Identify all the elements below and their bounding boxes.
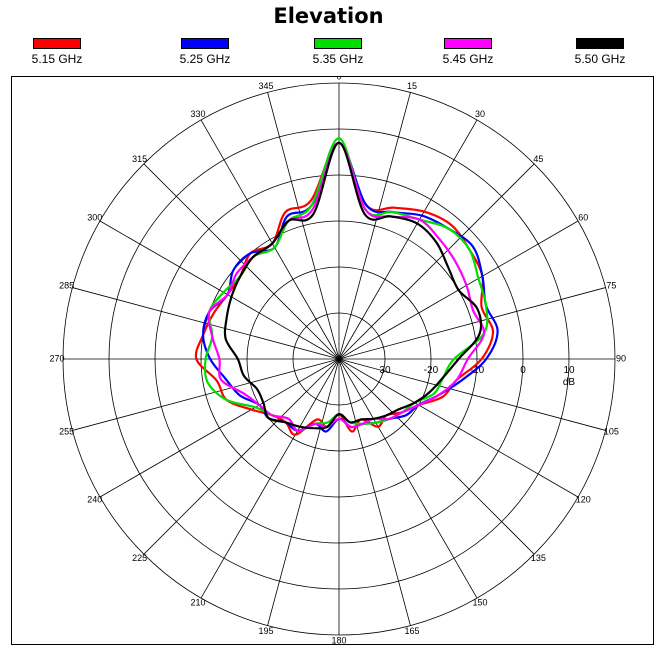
- grid-spoke: [338, 92, 411, 360]
- series-line-3: [207, 141, 486, 432]
- angle-tick-label: 210: [190, 598, 205, 608]
- grid-spoke: [338, 287, 606, 360]
- legend-swatch-525: [181, 38, 229, 49]
- angle-tick-label: 315: [132, 154, 147, 164]
- angle-tick-label: 120: [576, 494, 591, 504]
- angle-tick-label: 255: [59, 426, 74, 436]
- legend-label-515: 5.15 GHz: [31, 52, 83, 66]
- angle-tick-label: 195: [258, 626, 273, 636]
- grid-spoke: [267, 358, 340, 626]
- grid-spoke: [267, 92, 340, 360]
- grid-spoke: [72, 287, 340, 360]
- radial-unit-label: dB: [563, 377, 576, 388]
- angle-tick-label: 135: [531, 553, 546, 563]
- grid-spoke: [99, 220, 340, 360]
- grid-spoke: [338, 358, 411, 626]
- angle-tick-label: 30: [475, 109, 485, 119]
- legend-label-525: 5.25 GHz: [179, 52, 231, 66]
- angle-tick-label: 45: [533, 154, 543, 164]
- grid-spoke: [338, 163, 535, 360]
- radial-tick-label: -10: [470, 365, 485, 376]
- legend-swatch-535: [314, 38, 362, 49]
- angle-tick-label: 285: [59, 280, 74, 290]
- legend-item-535: 5.35 GHz: [293, 38, 383, 72]
- legend-label-535: 5.35 GHz: [312, 52, 364, 66]
- polar-plot: 0 15 30 45 60 75 90 105 120 135 150 165 180 195 210 225…: [49, 77, 626, 644]
- grid-spoke: [143, 358, 340, 555]
- angle-tick-label: 345: [258, 81, 273, 91]
- angle-tick-label: 300: [87, 212, 102, 222]
- legend-item-550: 5.50 GHz: [555, 38, 645, 72]
- legend: 5.15 GHz 5.25 GHz 5.35 GHz 5.45 GHz 5.50…: [0, 38, 657, 74]
- angle-tick-label: 60: [578, 212, 588, 222]
- legend-item-545: 5.45 GHz: [423, 38, 513, 72]
- angle-tick-label: 180: [331, 635, 346, 644]
- radial-tick-label: 10: [563, 365, 575, 376]
- grid-spoke: [143, 163, 340, 360]
- grid-spoke: [200, 119, 340, 360]
- chart-title: Elevation: [273, 4, 384, 28]
- angle-tick-label: 0: [336, 77, 341, 81]
- grid-spoke: [338, 358, 535, 555]
- legend-item-515: 5.15 GHz: [12, 38, 102, 72]
- grid-spoke: [338, 119, 478, 360]
- legend-item-525: 5.25 GHz: [160, 38, 250, 72]
- angle-tick-label: 15: [407, 81, 417, 91]
- series-line-4: [223, 141, 483, 430]
- radial-tick-label: 0: [520, 365, 526, 376]
- angle-tick-label: 330: [190, 109, 205, 119]
- legend-label-545: 5.45 GHz: [442, 52, 494, 66]
- angle-tick-label: 150: [472, 598, 487, 608]
- grid-spoke: [99, 358, 340, 498]
- series-line-1: [201, 141, 499, 433]
- angle-tick-label: 270: [49, 353, 64, 363]
- legend-swatch-515: [33, 38, 81, 49]
- grid-spoke: [338, 358, 606, 431]
- angle-tick-label: 90: [616, 353, 626, 363]
- grid-spoke: [338, 358, 478, 599]
- angle-tick-label: 105: [604, 426, 619, 436]
- angle-tick-label: 75: [606, 280, 616, 290]
- plot-frame: 0 15 30 45 60 75 90 105 120 135 150 165 180 195 210 225…: [11, 76, 654, 645]
- radial-tick-label: -20: [424, 365, 439, 376]
- angle-tick-label: 225: [132, 553, 147, 563]
- legend-swatch-545: [444, 38, 492, 49]
- grid-spoke: [72, 358, 340, 431]
- angle-tick-label: 165: [404, 626, 419, 636]
- grid-spoke: [200, 358, 340, 599]
- angle-tick-label: 240: [87, 494, 102, 504]
- grid-spoke: [338, 358, 579, 498]
- radial-tick-label: 30: [379, 365, 391, 376]
- legend-swatch-550: [576, 38, 624, 49]
- legend-label-550: 5.50 GHz: [574, 52, 626, 66]
